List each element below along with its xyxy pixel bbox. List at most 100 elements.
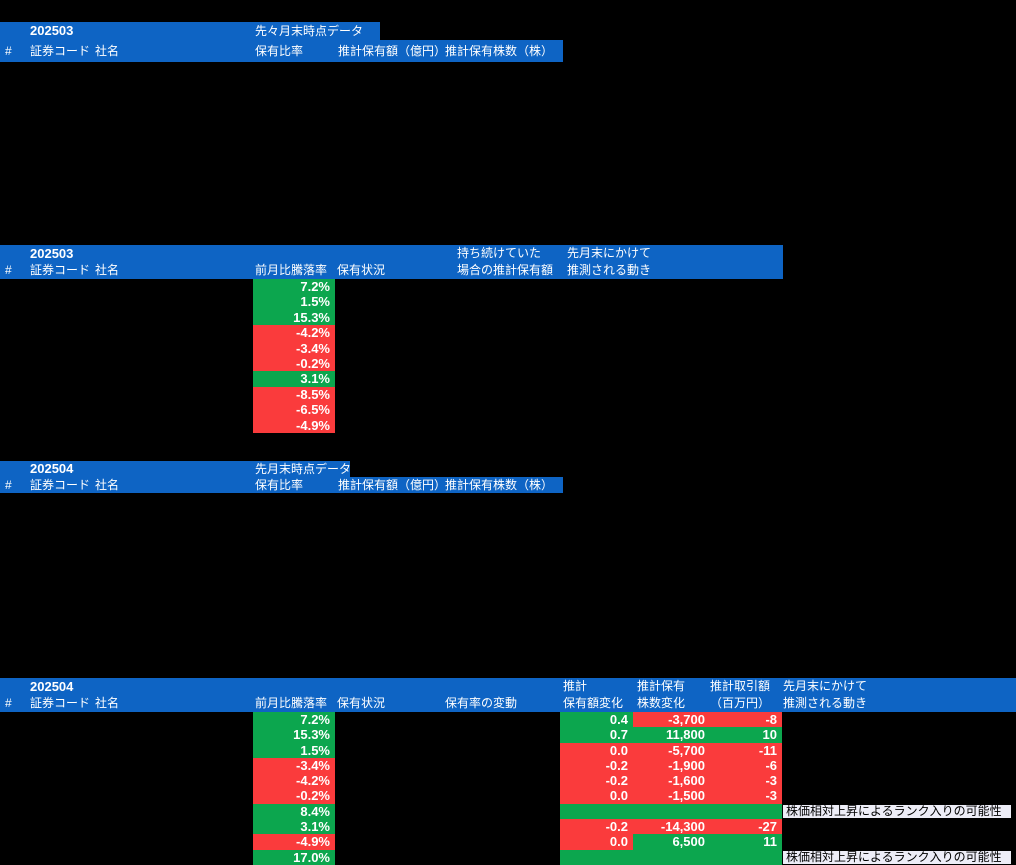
shares-change-cell[interactable]: -1,600	[633, 773, 710, 789]
table3-year[interactable]: 202504	[30, 461, 74, 476]
shares-change-cell[interactable]: -3,700	[633, 712, 710, 728]
pct-change-cell[interactable]: 15.3%	[253, 309, 335, 326]
pct-change-cell[interactable]: -4.2%	[253, 773, 335, 789]
pct-change-cell[interactable]: -4.9%	[253, 834, 335, 850]
rank-in-note[interactable]: 株価相対上昇によるランク入りの可能性	[783, 850, 1011, 864]
pct-change-cell[interactable]: -0.2%	[253, 355, 335, 372]
table1-col-code[interactable]: 証券コード	[30, 44, 91, 58]
table2-col-status[interactable]: 保有状況	[337, 263, 386, 277]
table4-col-code[interactable]: 証券コード	[30, 696, 91, 710]
table2-col-change[interactable]: 前月比騰落率	[255, 263, 328, 277]
table4-col-change[interactable]: 前月比騰落率	[255, 696, 328, 710]
table1-col-amount[interactable]: 推計保有額（億円）	[338, 44, 447, 58]
trade-amount-cell[interactable]	[710, 849, 782, 865]
table3-period-label[interactable]: 先月末時点データ	[255, 462, 352, 476]
table4-col-shares-line2[interactable]: 株数変化	[637, 696, 686, 710]
pct-change-cell[interactable]: -4.9%	[253, 417, 335, 433]
shares-change-cell[interactable]: -1,500	[633, 788, 710, 804]
pct-change-cell[interactable]: -4.2%	[253, 325, 335, 341]
trade-amount-cell[interactable]: -11	[710, 742, 782, 758]
table4-title-row: 202504 推計 推計保有 推計取引額 先月末にかけて	[0, 678, 1016, 695]
trade-amount-cell[interactable]: -6	[710, 757, 782, 774]
pct-change-cell[interactable]: -3.4%	[253, 757, 335, 774]
trade-amount-cell[interactable]: 10	[710, 727, 782, 743]
table4-col-amt-line2[interactable]: 保有額変化	[563, 696, 624, 710]
table4-col-hash[interactable]: #	[5, 696, 12, 710]
table1-period-label[interactable]: 先々月末時点データ	[255, 24, 364, 38]
table3-col-code[interactable]: 証券コード	[30, 478, 91, 492]
table4-year[interactable]: 202504	[30, 679, 74, 694]
amount-change-cell[interactable]: 0.7	[560, 727, 633, 743]
amount-change-cell[interactable]	[560, 849, 633, 865]
shares-change-cell[interactable]: 6,500	[633, 834, 710, 850]
table1-col-hash[interactable]: #	[5, 44, 12, 58]
shares-change-cell[interactable]: 11,800	[633, 727, 710, 743]
trade-amount-cell[interactable]	[710, 803, 782, 820]
amount-change-cell[interactable]: -0.2	[560, 773, 633, 789]
table4-col-trade-line1[interactable]: 推計取引額	[710, 679, 771, 693]
trade-amount-cell[interactable]: 11	[710, 834, 782, 850]
table4-col-move-line2[interactable]: 推測される動き	[783, 696, 868, 710]
pct-change-cell[interactable]: -3.4%	[253, 340, 335, 356]
pct-change-cell[interactable]: -0.2%	[253, 788, 335, 804]
pct-change-cell[interactable]: 17.0%	[253, 849, 335, 865]
amount-change-cell[interactable]: 0.0	[560, 742, 633, 758]
pct-change-cell[interactable]: -6.5%	[253, 402, 335, 418]
amount-change-cell[interactable]	[560, 803, 633, 820]
table4-col-variation[interactable]: 保有率の変動	[445, 696, 518, 710]
table1-col-shares[interactable]: 推計保有株数（株）	[445, 44, 554, 58]
shares-change-cell[interactable]	[633, 803, 710, 820]
table1-col-name[interactable]: 社名	[95, 44, 120, 58]
table1-col-ratio[interactable]: 保有比率	[255, 44, 304, 58]
table2-year[interactable]: 202503	[30, 246, 74, 261]
table4-row: 1.5% 0.0 -5,700 -11	[0, 742, 1016, 758]
table2-col-move-line1[interactable]: 先月末にかけて	[567, 246, 652, 260]
trade-amount-cell[interactable]: -3	[710, 788, 782, 804]
pct-change-cell[interactable]: 7.2%	[253, 712, 335, 728]
table4-col-name[interactable]: 社名	[95, 696, 120, 710]
rank-in-note[interactable]: 株価相対上昇によるランク入りの可能性	[783, 804, 1011, 819]
pct-change-cell[interactable]: 7.2%	[253, 279, 335, 295]
table3-col-name[interactable]: 社名	[95, 478, 120, 492]
table2-col-keep-line1[interactable]: 持ち続けていた	[457, 246, 542, 260]
table4-row: 7.2% 0.4 -3,700 -8	[0, 712, 1016, 728]
table4-row: 8.4% 株価相対上昇によるランク入りの可能性	[0, 803, 1016, 820]
table4-row: -4.2% -0.2 -1,600 -3	[0, 773, 1016, 789]
table3-col-hash[interactable]: #	[5, 478, 12, 492]
pct-change-cell[interactable]: 3.1%	[253, 819, 335, 835]
table2-col-keep-line2[interactable]: 場合の推計保有額	[457, 263, 554, 277]
table4-row: 15.3% 0.7 11,800 10	[0, 727, 1016, 743]
table2-col-move-line2[interactable]: 推測される動き	[567, 263, 652, 277]
table4-col-move-line1[interactable]: 先月末にかけて	[783, 679, 868, 693]
table2-col-code[interactable]: 証券コード	[30, 263, 91, 277]
pct-change-cell[interactable]: 15.3%	[253, 727, 335, 743]
amount-change-cell[interactable]: 0.4	[560, 712, 633, 728]
amount-change-cell[interactable]: -0.2	[560, 757, 633, 774]
pct-change-cell[interactable]: 3.1%	[253, 371, 335, 387]
pct-change-cell[interactable]: 8.4%	[253, 803, 335, 820]
trade-amount-cell[interactable]: -3	[710, 773, 782, 789]
amount-change-cell[interactable]: -0.2	[560, 819, 633, 835]
table3-col-ratio[interactable]: 保有比率	[255, 478, 304, 492]
trade-amount-cell[interactable]: -27	[710, 819, 782, 835]
table3-col-amount[interactable]: 推計保有額（億円）	[338, 478, 447, 492]
shares-change-cell[interactable]: -5,700	[633, 742, 710, 758]
trade-amount-cell[interactable]: -8	[710, 712, 782, 728]
shares-change-cell[interactable]: -14,300	[633, 819, 710, 835]
pct-change-cell[interactable]: 1.5%	[253, 742, 335, 758]
table1-year[interactable]: 202503	[30, 23, 74, 38]
amount-change-cell[interactable]: 0.0	[560, 788, 633, 804]
table2-col-hash[interactable]: #	[5, 263, 12, 277]
table2-col-name[interactable]: 社名	[95, 263, 120, 277]
table2-row: -0.2%	[0, 355, 1016, 372]
table4-col-trade-line2[interactable]: （百万円）	[710, 696, 771, 710]
table4-col-amt-line1[interactable]: 推計	[563, 679, 588, 693]
pct-change-cell[interactable]: 1.5%	[253, 294, 335, 310]
pct-change-cell[interactable]: -8.5%	[253, 386, 335, 403]
shares-change-cell[interactable]	[633, 849, 710, 865]
table4-col-shares-line1[interactable]: 推計保有	[637, 679, 686, 693]
amount-change-cell[interactable]: 0.0	[560, 834, 633, 850]
table4-col-status[interactable]: 保有状況	[337, 696, 386, 710]
table3-col-shares[interactable]: 推計保有株数（株）	[445, 478, 554, 492]
shares-change-cell[interactable]: -1,900	[633, 757, 710, 774]
